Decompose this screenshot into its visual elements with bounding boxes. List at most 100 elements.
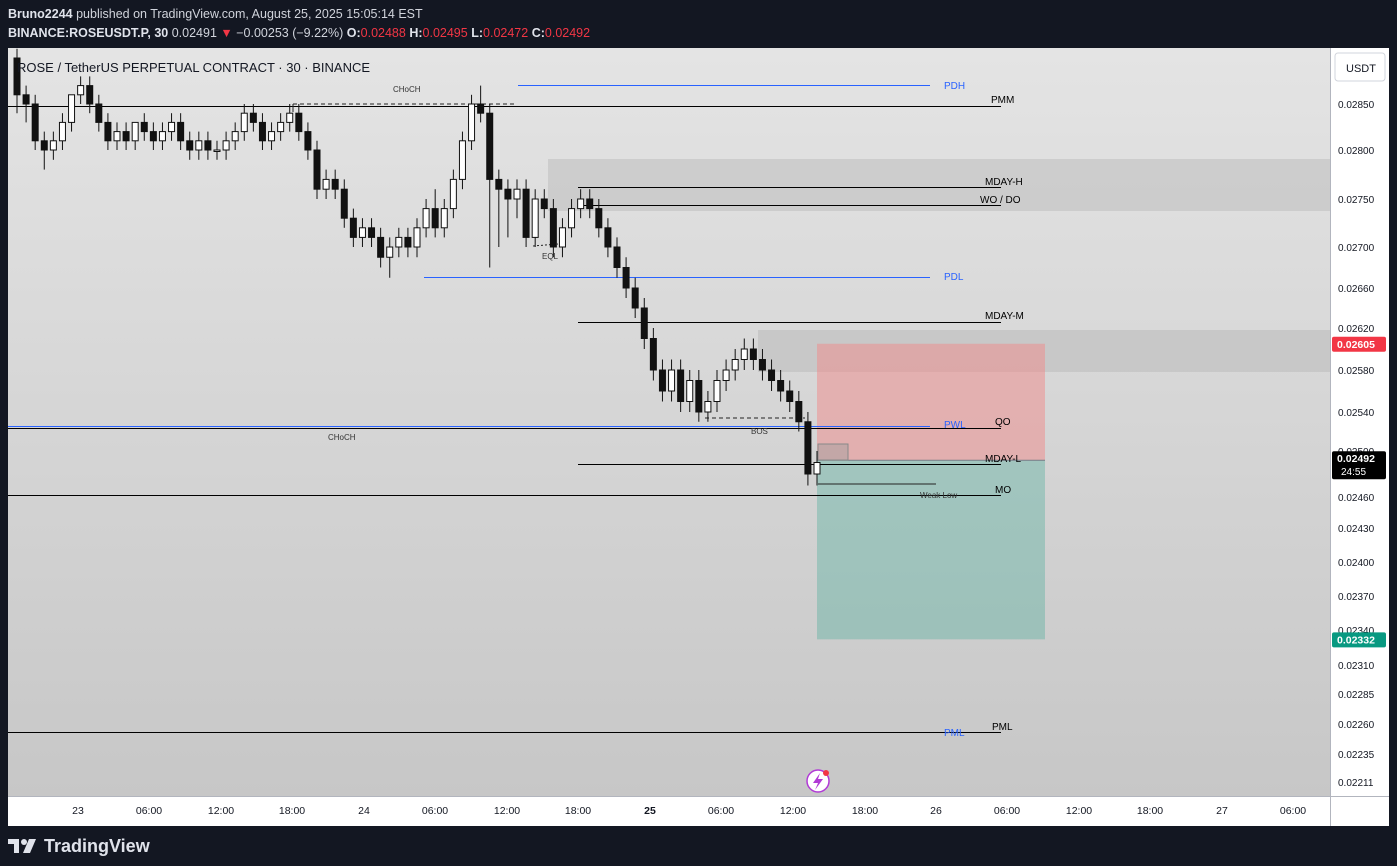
open-value: 0.02488: [360, 26, 406, 40]
candle-bear: [749, 348, 757, 360]
candle-bear: [377, 236, 385, 258]
candle-bear: [331, 178, 339, 190]
candle-bull: [131, 121, 139, 142]
last-price: 0.02491: [171, 26, 217, 40]
candle-bear: [495, 178, 503, 190]
x-tick-label: 06:00: [708, 805, 734, 817]
candle-bull: [77, 85, 85, 96]
candle-bull: [568, 208, 576, 229]
x-tick-label: 12:00: [208, 805, 234, 817]
y-tick-label: 0.02260: [1338, 720, 1375, 731]
candle-bull: [322, 178, 330, 190]
candle-bull: [740, 348, 748, 360]
low-value: 0.02472: [483, 26, 529, 40]
candle-bull: [231, 131, 239, 142]
candle-bull: [468, 103, 476, 142]
candle-bull: [277, 121, 285, 133]
price-tag-label: 0.02605: [1337, 339, 1375, 351]
x-tick-label: 18:00: [565, 805, 591, 817]
ohlc-legend: BINANCE:ROSEUSDT.P, 30 0.02491 ▼ −0.0025…: [8, 26, 590, 40]
candle-bear: [504, 188, 512, 200]
price-chart[interactable]: PDH PMM MDAY-H WO / DO PDL MDAY-M PWL QO MDAY-L M…: [8, 48, 1389, 826]
supply-zone-upper: [548, 159, 1330, 211]
candle-bear: [640, 307, 648, 339]
candle-bull: [722, 369, 730, 381]
candle-bear: [368, 227, 376, 238]
candle-bear: [595, 208, 603, 229]
candle-bull: [440, 208, 448, 229]
candle-bear: [95, 103, 103, 123]
candle-bull: [168, 121, 176, 133]
candle-bear: [477, 103, 485, 114]
candle-bear: [258, 121, 266, 142]
candle-bear: [649, 338, 657, 371]
x-tick-label: 18:00: [852, 805, 878, 817]
candle-bear: [777, 380, 785, 392]
level-label: MDAY-L: [985, 454, 1022, 465]
lightning-bolt-icon: [813, 773, 823, 790]
candle-bull: [458, 140, 466, 180]
candle-bull: [558, 227, 566, 248]
publish-info: Bruno2244 published on TradingView.com, …: [8, 7, 423, 21]
candle-bull: [158, 131, 166, 142]
footer-brand: TradingView: [44, 835, 150, 856]
y-tick-label: 0.02285: [1338, 690, 1375, 701]
annotation-choch: CHoCH: [393, 85, 421, 94]
y-tick-label: 0.02340: [1338, 626, 1375, 637]
level-label: PDL: [944, 272, 964, 283]
chart-panel[interactable]: PDH PMM MDAY-H WO / DO PDL MDAY-M PWL QO MDAY-L M…: [8, 48, 1389, 826]
level-label: MO: [995, 485, 1011, 496]
candle-bull: [58, 121, 66, 142]
down-arrow-icon: ▼: [220, 26, 233, 40]
candle-bear: [768, 369, 776, 381]
level-label: MDAY-M: [985, 311, 1024, 322]
price-tag-label: 0.02492: [1337, 453, 1375, 465]
author-name[interactable]: Bruno2244: [8, 7, 73, 21]
low-label: L:: [471, 26, 484, 40]
y-tick-label: 0.02235: [1338, 750, 1375, 761]
level-label: PDH: [944, 81, 965, 92]
candle-bear: [604, 227, 612, 248]
publish-text: published on TradingView.com, August 25,…: [76, 7, 423, 21]
candle-bear: [586, 198, 594, 210]
candle-bear: [349, 217, 357, 238]
candle-bear: [431, 208, 439, 229]
candle-bear: [140, 121, 148, 133]
candle-bear: [540, 198, 548, 210]
y-tick-label: 0.02580: [1338, 366, 1375, 377]
fvg-box: [817, 443, 849, 461]
candle-bear: [522, 188, 530, 238]
y-tick-label: 0.02400: [1338, 558, 1375, 569]
y-tick-label: 0.02310: [1338, 661, 1375, 672]
y-tick-label: 0.02211: [1338, 778, 1374, 789]
candle-bull: [49, 140, 57, 151]
candle-bull: [386, 246, 394, 258]
x-tick-label: 26: [930, 805, 942, 817]
x-tick-label: 12:00: [494, 805, 520, 817]
footer: TradingView: [8, 833, 150, 859]
y-tick-label: 0.02430: [1338, 524, 1375, 535]
x-tick-label: 12:00: [780, 805, 806, 817]
candle-bear: [658, 369, 666, 392]
notification-dot-icon: [823, 770, 829, 776]
position-stop-zone: [817, 343, 1045, 461]
currency-button: [1334, 52, 1386, 82]
candle-bear: [340, 188, 348, 219]
candle-bear: [186, 140, 194, 151]
candle-bear: [122, 131, 130, 142]
x-tick-label: 27: [1216, 805, 1228, 817]
x-tick-label: 23: [72, 805, 84, 817]
candle-bull: [413, 227, 421, 248]
candle-bull: [713, 380, 721, 402]
candle-bull: [213, 149, 221, 152]
level-label: PWL: [944, 420, 966, 431]
high-value: 0.02495: [422, 26, 468, 40]
open-label: O:: [346, 26, 361, 40]
candle-bear: [204, 140, 212, 151]
annotation-choch: CHoCH: [328, 433, 356, 442]
level-label: PML: [992, 722, 1013, 733]
y-tick-label: 0.02620: [1338, 324, 1375, 335]
candle-bear: [404, 236, 412, 248]
candle-bull: [577, 198, 585, 210]
candle-bear: [104, 121, 112, 142]
